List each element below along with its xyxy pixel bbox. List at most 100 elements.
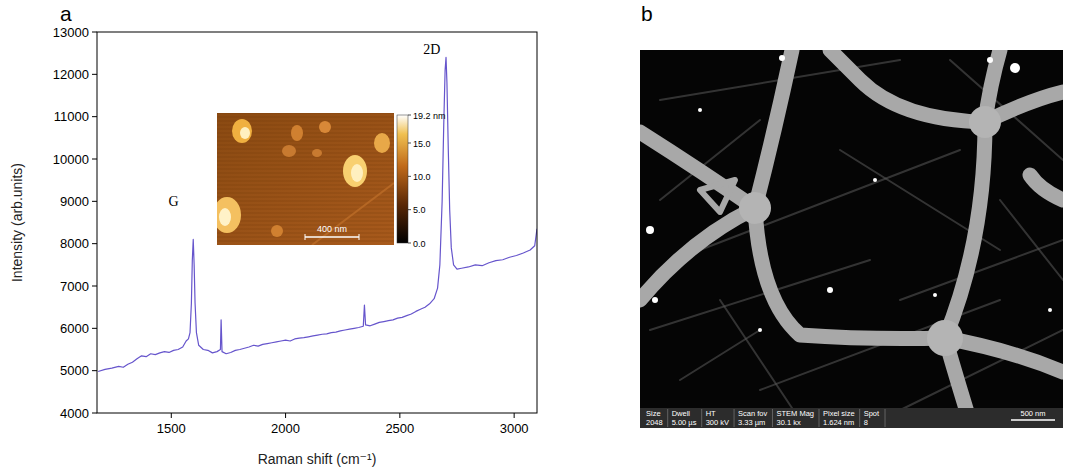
figure: a400050006000700080009000100001100012000… [0, 0, 1068, 474]
bright-spot [758, 328, 762, 332]
scale-bar-end [305, 234, 306, 240]
info-value: 1.624 nm [823, 418, 854, 427]
afm-particle [312, 149, 322, 157]
scan-line [217, 229, 394, 230]
afm-particle [271, 225, 283, 237]
x-tick-label: 2000 [271, 421, 300, 436]
info-head: Size [646, 409, 661, 418]
afm-particle [291, 125, 303, 141]
scan-line [217, 185, 394, 186]
afm-particle [217, 197, 241, 233]
info-head: Scan fov [738, 409, 767, 418]
scan-line [217, 173, 394, 174]
info-value: 5.00 µs [672, 418, 697, 427]
scan-line [217, 193, 394, 194]
bright-spot [873, 178, 877, 182]
thin-fiber [950, 60, 1063, 160]
thin-fiber [680, 330, 760, 380]
x-axis-title: Raman shift (cm⁻¹) [258, 451, 377, 467]
spectrum-line [98, 57, 537, 371]
scale-bar-label: 400 nm [317, 224, 347, 234]
info-head: STEM Mag [776, 409, 814, 418]
thin-fiber [1000, 200, 1063, 280]
afm-particle [351, 164, 363, 182]
bright-spot [827, 287, 833, 293]
stem-image [640, 50, 1063, 428]
bright-spot [779, 55, 785, 61]
thick-strand [830, 50, 985, 122]
x-tick [399, 413, 400, 418]
plot-marks [98, 57, 537, 371]
strand-junction [927, 320, 963, 356]
colorbar-tick [408, 243, 411, 244]
afm-particle [374, 133, 390, 153]
thick-strand [755, 208, 945, 339]
y-tick [92, 243, 97, 244]
strand-junction [739, 192, 771, 224]
bright-spot [933, 293, 937, 297]
info-value: 300 kV [706, 418, 729, 427]
peak-label: G [169, 194, 179, 209]
strand-junction [969, 106, 1001, 138]
scan-line [217, 113, 394, 114]
afm-particle [240, 127, 250, 139]
bright-spot [652, 297, 658, 303]
thick-strand [1030, 175, 1063, 200]
y-tick [92, 413, 97, 414]
info-head: Dwell [672, 409, 691, 418]
afm-particle [343, 155, 367, 187]
info-divider [772, 409, 773, 427]
y-tick-label: 13000 [53, 25, 89, 40]
scan-line [217, 157, 394, 158]
scale-bar-end [359, 234, 360, 240]
y-tick [92, 116, 97, 117]
bright-spot [987, 57, 993, 63]
x-tick [171, 413, 172, 418]
scale-bar [1011, 419, 1055, 421]
scan-line [217, 201, 394, 202]
scan-line [217, 181, 394, 182]
scan-line [217, 241, 394, 242]
x-tick [285, 413, 286, 418]
afm-particle [232, 119, 252, 143]
colorbar-tick-label: 5.0 [413, 205, 426, 215]
scan-line [217, 197, 394, 198]
colorbar-tick-label: 10.0 [413, 172, 431, 182]
colorbar-tick-label: 19.2 nm [413, 111, 446, 121]
thick-strand [755, 50, 792, 208]
thick-strand [945, 122, 985, 338]
plot-frame [97, 32, 537, 413]
scan-line [217, 189, 394, 190]
scan-line [217, 177, 394, 178]
scale-bar [305, 236, 359, 238]
info-divider [667, 409, 668, 427]
scan-line [217, 169, 394, 170]
y-tick [92, 370, 97, 371]
info-divider [859, 409, 860, 427]
thick-strand [640, 132, 755, 208]
x-tick [514, 413, 515, 418]
afm-particle [219, 208, 231, 226]
scan-line [217, 209, 394, 210]
colorbar-tick [408, 176, 411, 177]
colorbar-tick [408, 143, 411, 144]
y-tick-label: 6000 [60, 321, 89, 336]
thick-strand [945, 338, 1063, 372]
x-tick-label: 2500 [385, 421, 414, 436]
y-tick [92, 159, 97, 160]
afm-particle [282, 145, 296, 157]
info-divider [734, 409, 735, 427]
y-tick-label: 10000 [53, 152, 89, 167]
bright-spot [698, 108, 702, 112]
peak-label: 2D [423, 42, 440, 57]
y-axis-title: Intensity (arb.units) [9, 163, 25, 282]
scan-line [217, 221, 394, 222]
scan-line [217, 117, 394, 118]
y-tick-label: 11000 [54, 109, 89, 124]
afm-edge [312, 183, 394, 245]
scan-line [217, 161, 394, 162]
y-tick [92, 201, 97, 202]
scan-line [217, 205, 394, 206]
info-value: 8 [864, 418, 868, 427]
colorbar-tick [408, 209, 411, 210]
